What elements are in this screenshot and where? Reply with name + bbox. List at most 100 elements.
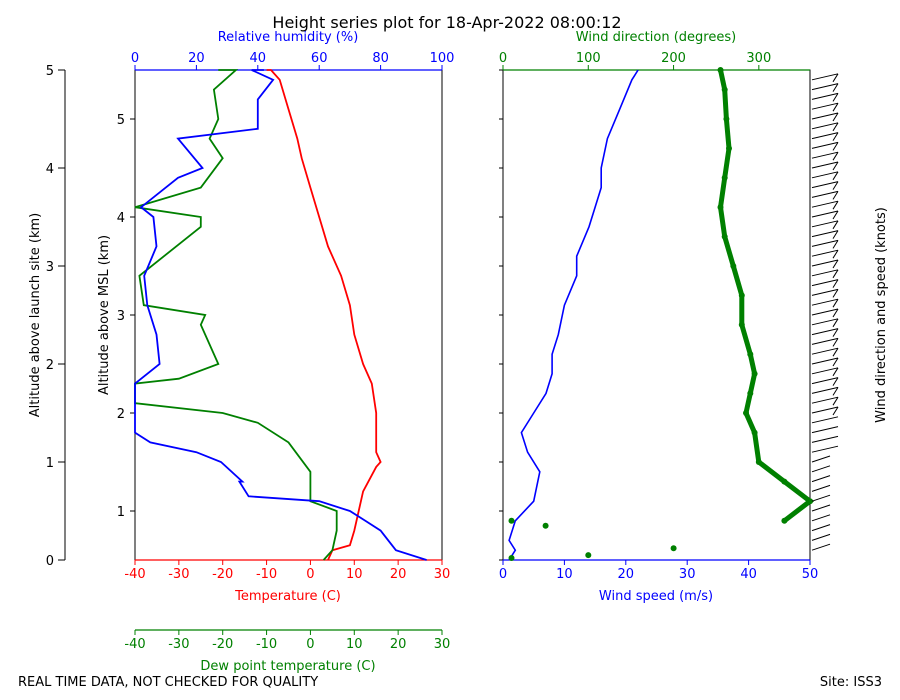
- msl-altitude-tick-label: 3: [117, 309, 125, 324]
- wind-direction-tick-label: 100: [576, 51, 601, 66]
- wind-barb: [811, 210, 839, 218]
- wind-barb: [811, 504, 831, 512]
- launch-altitude-tick-label: 3: [46, 260, 54, 275]
- wind-barb-flag: [832, 289, 839, 298]
- wind-speed-tick-label: 10: [556, 567, 573, 582]
- wind-barb: [811, 73, 839, 81]
- wind-barb-flag: [832, 112, 839, 122]
- wind-barb: [811, 220, 839, 228]
- wind-barb: [811, 445, 839, 453]
- temperature-tick-label: 10: [346, 567, 363, 582]
- launch-altitude-tick-label: 4: [46, 162, 54, 177]
- wind-barb: [811, 406, 839, 414]
- wind-barb: [811, 328, 839, 336]
- wind-barb: [811, 239, 839, 247]
- launch-altitude-tick-label: 2: [46, 358, 54, 373]
- dewpoint-tick-label: -30: [168, 637, 189, 652]
- wind-barb: [811, 396, 839, 404]
- dewpoint-tick-label: -40: [124, 637, 145, 652]
- wind-barb: [811, 494, 831, 502]
- wind-direction-tick-label: 200: [661, 51, 686, 66]
- wind-barb: [811, 200, 839, 208]
- temperature-axis-label: Temperature (C): [234, 589, 341, 604]
- wind-barb-flag: [832, 161, 839, 171]
- dewpoint-axis-label: Dew point temperature (C): [200, 659, 375, 674]
- dewpoint-series-line: [134, 69, 338, 561]
- wind-barb-flag: [832, 308, 839, 318]
- wind-barb-flag: [832, 328, 839, 337]
- wind-barb: [811, 337, 839, 345]
- wind-direction-series-line: [717, 67, 815, 524]
- wind-barb: [811, 426, 839, 434]
- rh-tick-label: 40: [250, 51, 267, 66]
- wind-barb-flag: [832, 171, 839, 181]
- wind-speed-tick-label: 20: [618, 567, 635, 582]
- rh-tick-label: 80: [372, 51, 389, 66]
- wind-barb-flag: [832, 142, 839, 151]
- wind-barb-flag: [832, 347, 839, 357]
- rh-tick-label: 20: [188, 51, 205, 66]
- msl-altitude-tick-label: 2: [117, 407, 125, 422]
- wind-speed-tick-label: 50: [802, 567, 819, 582]
- wind-barb: [811, 514, 831, 522]
- wind-barb: [811, 230, 839, 238]
- wind-barb: [811, 141, 839, 149]
- msl-altitude-tick-label: 4: [117, 211, 125, 226]
- wind-speed-tick-label: 30: [679, 567, 696, 582]
- msl-altitude-axis-label: Altitude above MSL (km): [97, 235, 112, 395]
- wind-direction-tick-label: 0: [499, 51, 507, 66]
- wind-barb-flag: [832, 73, 839, 83]
- wind-direction-axis-label: Wind direction (degrees): [576, 30, 736, 45]
- wind-barb: [811, 181, 839, 189]
- footer-left: REAL TIME DATA, NOT CHECKED FOR QUALITY: [18, 675, 318, 690]
- dewpoint-tick-label: -20: [212, 637, 233, 652]
- wind-barb: [811, 269, 839, 277]
- wind-barb-flag: [832, 259, 839, 269]
- wind-barb-flag: [832, 230, 839, 239]
- temperature-tick-label: 0: [306, 567, 314, 582]
- dewpoint-tick-label: 10: [346, 637, 363, 652]
- wind-barb-flag: [832, 191, 839, 200]
- wind-barb: [811, 357, 839, 365]
- wind-barb-flag: [832, 396, 839, 406]
- wind-barb: [811, 484, 831, 492]
- wind-direction-point: [508, 555, 515, 561]
- msl-altitude-tick-label: 1: [117, 505, 125, 520]
- wind-barb: [811, 475, 831, 483]
- wind-barb-flag: [832, 83, 839, 92]
- rh-tick-label: 0: [131, 51, 139, 66]
- wind-speed-tick-label: 40: [740, 567, 757, 582]
- wind-barb: [811, 288, 839, 296]
- wind-direction-tick-label: 300: [746, 51, 771, 66]
- dewpoint-tick-label: 0: [306, 637, 314, 652]
- wind-barb: [811, 318, 839, 326]
- wind-barb-flag: [832, 102, 839, 112]
- wind-barb: [811, 543, 831, 551]
- wind-direction-point: [508, 517, 515, 524]
- rh-tick-label: 60: [311, 51, 328, 66]
- launch-altitude-tick-label: 1: [46, 456, 54, 471]
- wind-direction-point: [542, 522, 549, 529]
- wind-barb: [811, 435, 839, 443]
- wind-barb: [811, 308, 839, 316]
- wind-barb-flag: [832, 377, 839, 386]
- wind-barb-flag: [832, 406, 839, 416]
- wind-barb: [811, 416, 839, 424]
- wind-barb-flag: [832, 210, 839, 220]
- footer-right: Site: ISS3: [820, 675, 882, 690]
- wind-barb-flag: [832, 240, 839, 249]
- wind-barb: [811, 132, 839, 140]
- wind-speed-series-line: [508, 69, 639, 561]
- wind-barb: [811, 386, 839, 394]
- wind-barb: [811, 377, 839, 385]
- wind-barb: [811, 151, 839, 159]
- temperature-tick-label: 30: [434, 567, 451, 582]
- wind-barb: [811, 298, 839, 306]
- wind-barb: [811, 367, 839, 375]
- wind-direction-point: [585, 552, 592, 559]
- wind-barb: [811, 259, 839, 267]
- temperature-series-line: [266, 69, 382, 561]
- temperature-tick-label: 20: [390, 567, 407, 582]
- figure-title: Height series plot for 18-Apr-2022 08:00…: [272, 13, 621, 32]
